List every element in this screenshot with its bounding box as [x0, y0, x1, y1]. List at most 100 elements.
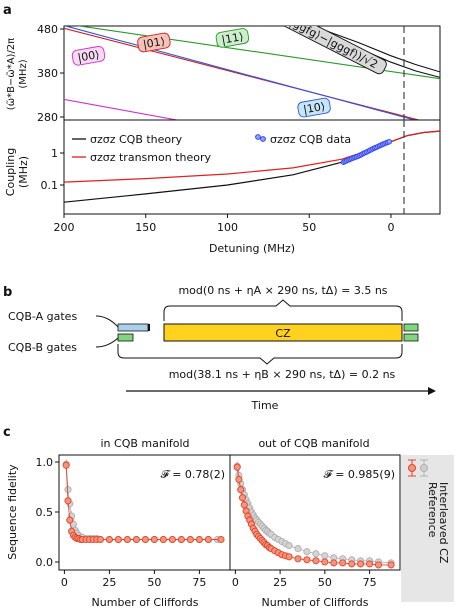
panel-a-top-curve-1 — [64, 27, 421, 120]
interleaved-point — [64, 497, 72, 505]
panel-a-xlabel: Detuning (MHz) — [209, 242, 295, 255]
state-label-3: |10⟩ — [297, 97, 331, 118]
panel-c-xtick-label: 75 — [363, 576, 377, 589]
panel-a-xtick-label: 200 — [54, 221, 75, 234]
panel-c-xtick-label: 50 — [318, 576, 332, 589]
panel-c-xticks: 0 25 50 75 0 25 50 75 — [61, 570, 377, 589]
time-label: Time — [251, 399, 279, 412]
panel-a-bottom-ylabel: Coupling — [4, 148, 17, 196]
panel-c-right-data — [233, 461, 395, 569]
panel-a-top-curve-3 — [64, 26, 417, 120]
panel-a-top-ylabel-unit: (MHz) — [18, 59, 29, 88]
state-label-4: (|ggfg⟩−|gggf⟩)/√2 — [277, 26, 387, 75]
interleaved-point — [303, 556, 311, 564]
panel-c-xtick-label: 25 — [102, 576, 116, 589]
cqb-b-gates-label: CQB-B gates — [8, 341, 77, 354]
interleaved-point — [366, 560, 374, 568]
interleaved-point — [123, 535, 131, 544]
panel-a-top-frame — [63, 25, 441, 121]
panel-a-top-state-labels: |00⟩ |01⟩ |11⟩ |10⟩ (|ggfg⟩−|gggf⟩)/√2 — [71, 26, 387, 118]
state-label-text: |11⟩ — [221, 30, 245, 47]
interleaved-point — [235, 475, 243, 483]
panel-c-right-fidelity: 𝓕 = 0.985(9) — [324, 468, 395, 481]
cqb-a-post-gate — [403, 323, 419, 332]
reference-point — [64, 486, 72, 494]
panel-c-right-frame — [229, 454, 401, 571]
panel-a-top-ylabel: (ω̃*B−ω̃*A)/2π — [5, 38, 17, 110]
panel-c-left-title: in CQB manifold — [100, 437, 189, 450]
panel-a-top-curve-0 — [64, 98, 180, 120]
interleaved-point — [62, 461, 70, 469]
interleaved-point — [321, 558, 329, 566]
state-label-2: |11⟩ — [215, 28, 250, 48]
panel-c-yticks: 1.0 0.5 0.0 — [36, 456, 59, 569]
legend-cqb-data-label: σzσz CQB data — [270, 133, 351, 146]
legend-cqb-data-marker — [255, 134, 261, 140]
panel-c-left-fidelity: 𝓕 = 0.78(2) — [161, 468, 225, 481]
interleaved-point — [150, 535, 158, 544]
cqb-b-pointer — [95, 337, 119, 348]
panel-a-xtick-label: 0 — [387, 221, 394, 234]
panel-c-xtick-label: 25 — [273, 576, 287, 589]
interleaved-point — [114, 535, 122, 544]
panel-a-xticks: 200 150 100 50 0 — [54, 214, 394, 234]
panel-label-a: a — [3, 3, 12, 18]
interleaved-point — [132, 535, 140, 544]
interleaved-point — [312, 557, 320, 565]
interleaved-point — [233, 463, 241, 471]
legend-interleaved: Interleaved CZ — [408, 459, 450, 564]
panel-a-top-ytick-380: 380 — [37, 67, 58, 80]
panel-c-legend-box — [401, 455, 454, 602]
panel-a-bottom-ytick-0.1: 0.1 — [41, 179, 59, 192]
interleaved-point — [348, 560, 356, 568]
cqb-b-post-gate — [403, 333, 419, 342]
legend-reference: Reference — [420, 459, 439, 538]
bottom-brace — [117, 344, 403, 365]
panel-a-xtick-label: 100 — [217, 221, 238, 234]
panel-a-legend: σzσz CQB theory σzσz transmon theory σzσ… — [72, 133, 351, 164]
panel-a-bottom-curves — [64, 130, 440, 203]
state-label-1: |01⟩ — [137, 32, 171, 53]
reference-point — [285, 542, 293, 550]
interleaved-point — [339, 559, 347, 567]
panel-c-plots: in CQB manifold 𝓕 = 0.78(2) out of CQB m… — [6, 437, 454, 609]
interleaved-point — [168, 535, 176, 544]
panel-a-xtick-label: 50 — [302, 221, 316, 234]
legend-reference-label: Reference — [426, 482, 439, 538]
panel-a-xtick-label: 150 — [135, 221, 156, 234]
top-brace — [163, 299, 403, 321]
legend-interleaved-marker — [408, 464, 416, 472]
legend-cqb-theory-label: σzσz CQB theory — [90, 133, 183, 146]
panel-a-bottom-ytick-1: 1 — [51, 147, 58, 160]
panel-a-bottom-plot: σzσz CQB theory σzσz transmon theory σzσ… — [4, 119, 441, 255]
interleaved-point — [204, 535, 212, 544]
panel-c-ytick-0.0: 0.0 — [36, 556, 54, 569]
cqb-a-gates-label: CQB-A gates — [8, 310, 77, 323]
top-timing-annotation: mod(0 ns + ηA × 290 ns, tΔ) = 3.5 ns — [178, 284, 387, 297]
panel-c-xtick-label: 75 — [192, 576, 206, 589]
interleaved-point — [66, 516, 74, 524]
panel-label-c: c — [3, 425, 11, 440]
reference-point — [294, 545, 302, 553]
interleaved-point — [186, 535, 194, 544]
panel-c-ylabel: Sequence fidelity — [6, 464, 19, 560]
interleaved-point — [330, 559, 338, 567]
panel-a-bottom-frame — [63, 119, 441, 215]
reference-point — [321, 552, 329, 560]
cqb-a-gate-divider — [148, 324, 150, 331]
panel-label-b: b — [3, 285, 12, 300]
interleaved-point — [141, 535, 149, 544]
panel-a-top-plot: |00⟩ |01⟩ |11⟩ |10⟩ (|ggfg⟩−|gggf⟩)/√2 480 3… — [5, 23, 441, 124]
state-label-text: |01⟩ — [142, 35, 166, 52]
panel-c-left-xlabel: Number of Cliffords — [92, 596, 199, 609]
panel-c-ytick-0.5: 0.5 — [36, 506, 54, 519]
cz-label: CZ — [275, 327, 291, 340]
reference-point — [312, 550, 320, 558]
interleaved-point — [96, 535, 104, 544]
state-label-text: |00⟩ — [77, 48, 101, 65]
reference-point — [303, 548, 311, 556]
interleaved-point — [387, 561, 395, 569]
panel-c-right-title: out of CQB manifold — [258, 437, 369, 450]
fidelity-curve — [236, 467, 392, 566]
